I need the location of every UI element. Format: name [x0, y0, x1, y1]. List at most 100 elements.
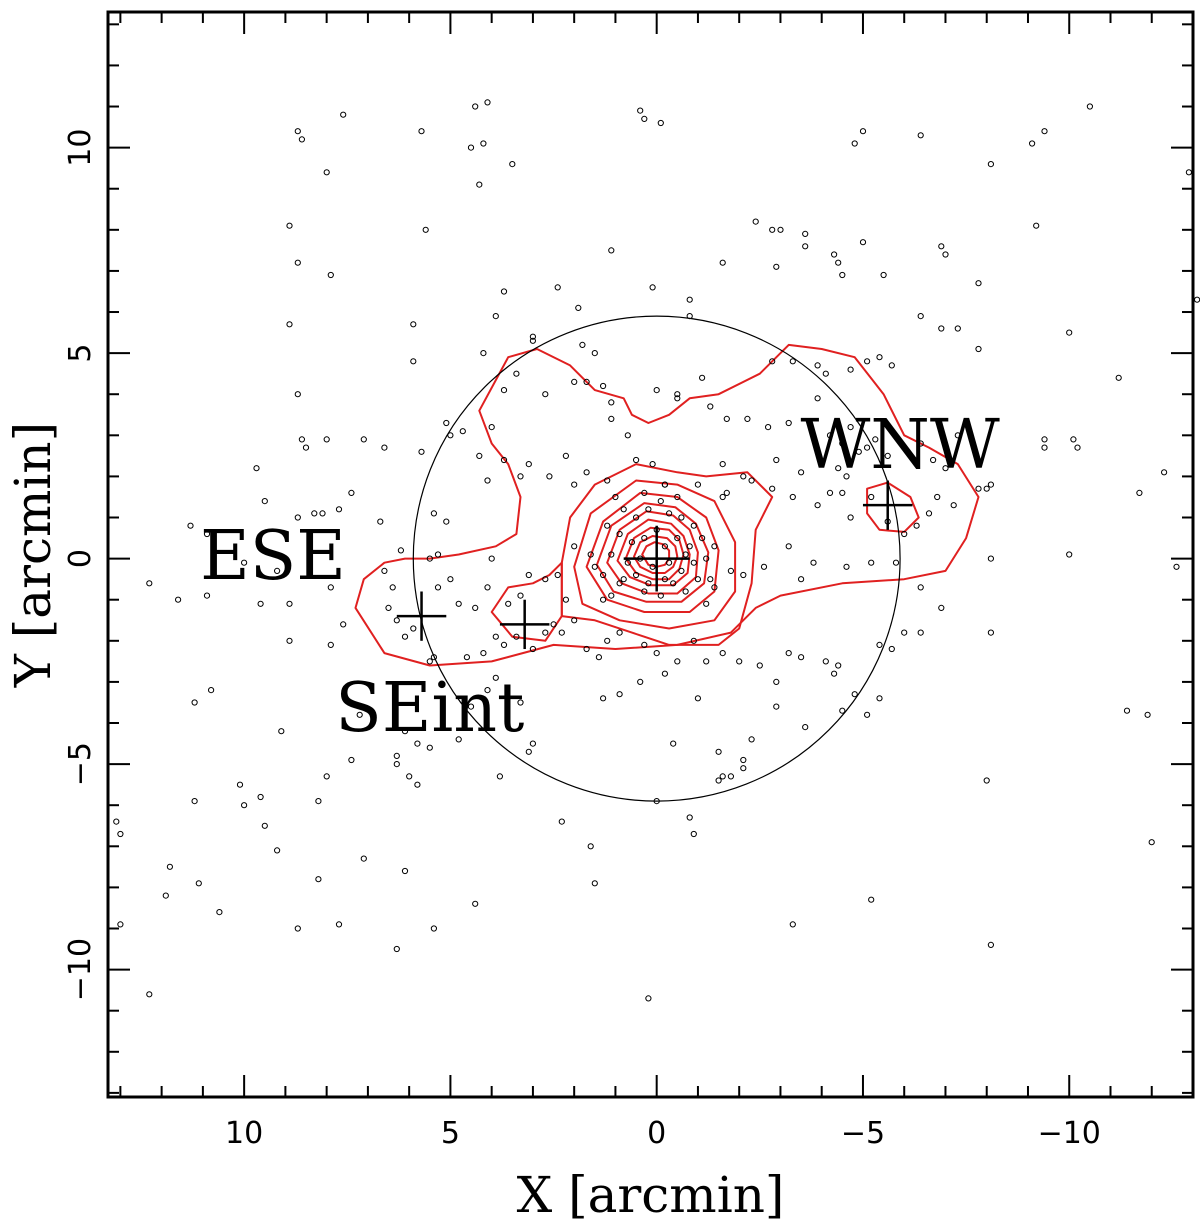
data-point [600, 382, 607, 390]
data-point [773, 456, 780, 464]
data-point [682, 588, 689, 595]
data-point [715, 777, 722, 784]
data-point [529, 333, 537, 340]
data-point [641, 489, 648, 496]
data-point [385, 604, 392, 612]
region-circle [412, 315, 901, 802]
data-point [831, 251, 838, 258]
data-point [608, 415, 615, 422]
data-point [492, 674, 499, 681]
data-point [661, 576, 669, 583]
data-point [670, 740, 677, 747]
data-point [608, 247, 615, 254]
data-point [888, 362, 895, 369]
data-point [703, 555, 710, 562]
data-point [1074, 444, 1081, 451]
data-point [488, 555, 495, 562]
data-point [983, 485, 990, 492]
data-point [686, 814, 693, 821]
data-point [401, 867, 409, 875]
data-point [447, 432, 454, 439]
data-point [987, 941, 995, 949]
data-point [600, 571, 607, 579]
data-point [802, 230, 809, 237]
data-point [703, 658, 710, 665]
data-point [666, 510, 673, 517]
contour-line-2 [490, 561, 563, 642]
data-point [505, 600, 512, 607]
data-point [480, 350, 487, 357]
data-point [616, 530, 623, 538]
data-point [426, 658, 433, 665]
data-point [843, 473, 850, 480]
data-point [327, 584, 334, 591]
data-point [500, 387, 508, 394]
y-tick-label: −10 [63, 938, 98, 1001]
data-point [591, 350, 598, 357]
data-point [492, 633, 499, 640]
data-point [938, 325, 945, 332]
data-point [480, 140, 487, 147]
data-point [686, 296, 693, 303]
data-point [513, 633, 520, 640]
data-point [719, 259, 726, 266]
data-point [645, 995, 652, 1002]
data-point [422, 226, 429, 233]
data-point [641, 641, 648, 649]
data-point [257, 600, 264, 607]
data-point [934, 493, 941, 501]
data-point [752, 218, 759, 225]
data-point [616, 580, 623, 587]
data-point [257, 793, 264, 801]
data-point [620, 576, 627, 583]
data-point [633, 571, 640, 579]
data-point [942, 465, 949, 472]
data-point [447, 576, 454, 583]
data-point [694, 695, 702, 702]
data-point [187, 522, 194, 529]
data-point [500, 641, 508, 649]
data-point [736, 658, 743, 665]
data-point [393, 761, 400, 768]
data-point [917, 132, 924, 139]
data-point [393, 752, 400, 760]
data-point [241, 559, 248, 566]
data-point [715, 748, 722, 755]
data-point [571, 543, 578, 550]
data-point [496, 773, 503, 780]
data-point [476, 452, 483, 459]
data-point [670, 580, 677, 587]
data-point [727, 567, 735, 575]
data-point [472, 900, 479, 907]
data-point [587, 551, 594, 558]
data-point [649, 284, 656, 291]
data-point [835, 662, 842, 669]
data-point [864, 358, 871, 365]
data-point [430, 654, 437, 661]
x-axis-label: X [arcmin] [517, 1166, 785, 1224]
data-point [340, 621, 347, 628]
data-point [624, 432, 631, 439]
data-point [315, 876, 322, 883]
data-point [472, 604, 479, 612]
data-point [583, 645, 590, 653]
data-point [826, 489, 834, 496]
data-point [583, 378, 590, 385]
data-point [191, 699, 198, 706]
data-point [839, 707, 846, 714]
contour-line-8 [616, 518, 691, 587]
data-point [414, 740, 421, 747]
data-point [773, 263, 780, 270]
data-point [472, 103, 479, 110]
annotation-ese: ESE [200, 517, 346, 596]
data-point [674, 391, 681, 398]
data-point [678, 567, 685, 575]
data-point [175, 596, 182, 603]
axis-ticks [108, 12, 1194, 1097]
data-point [987, 629, 995, 636]
data-point [925, 510, 933, 517]
data-point [975, 485, 982, 492]
data-point [917, 440, 924, 447]
data-point [546, 473, 553, 480]
